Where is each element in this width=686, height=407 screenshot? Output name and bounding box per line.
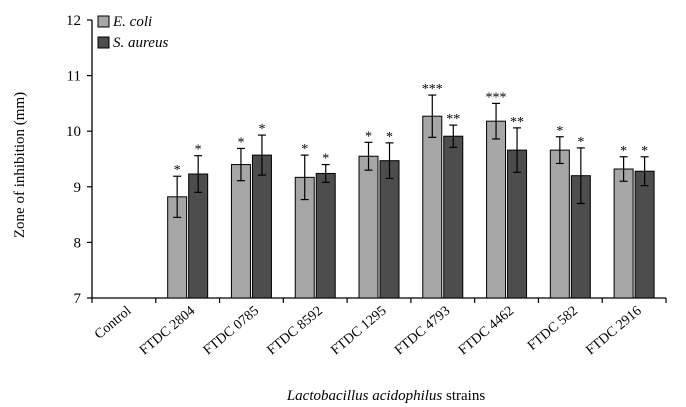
significance-marker: * [174,163,181,178]
x-axis-title: Lactobacillus acidophilus strains [286,388,485,404]
bar [315,172,336,299]
x-category-label: FTDC 4793 [392,304,453,359]
x-axis-title-species: Lactobacillus acidophilus [286,388,443,404]
x-category-label: FTDC 2804 [137,304,198,359]
significance-marker: * [620,144,627,159]
legend-label: S. aureus [113,35,168,51]
x-category-labels: Control FTDC 2804 FTDC 0785 FTDC 8592 FTDC 1… [92,304,645,359]
bars-group [167,115,655,299]
significance-marker: * [322,152,329,167]
x-category-label: FTDC 2916 [583,304,644,359]
y-axis-title: Zone of inhibition (mm) [12,92,28,238]
bar [358,155,379,299]
significance-marker: * [577,135,584,150]
x-category-label: FTDC 8592 [265,304,326,359]
y-tick-label: 11 [67,69,81,85]
y-tick-labels: 7 8 9 10 11 12 [66,13,82,307]
bar [251,154,272,299]
x-category-label: FTDC 0785 [201,304,262,359]
significance-marker: * [386,130,393,145]
x-category-label: FTDC 582 [525,304,581,354]
significance-marker: *** [422,82,443,97]
legend: E. coli S. aureus [97,14,168,51]
y-tick-label: 10 [66,124,81,140]
significance-marker: ** [510,115,524,130]
significance-marker: *** [486,90,507,105]
bar [634,170,655,299]
x-axis-title-suffix: strains [442,388,485,404]
x-category-label: FTDC 4462 [456,304,517,359]
significance-marker: * [258,122,265,137]
x-category-label: Control [92,304,134,343]
significance-marker: * [301,142,308,157]
bar [443,135,464,299]
bar [379,160,400,299]
legend-label: E. coli [112,14,152,30]
significance-marker: * [237,135,244,150]
significance-marker: * [556,124,563,139]
y-tick-label: 7 [74,291,82,307]
bar [549,149,570,299]
bar [613,168,634,299]
bar [486,120,507,299]
significance-marker: ** [446,112,460,127]
significance-markers: ** **************** **** [174,82,648,178]
legend-swatch [97,36,110,49]
legend-swatch [97,15,110,28]
significance-marker: * [641,144,648,159]
bar [230,164,251,299]
axes [87,19,667,303]
significance-marker: * [195,143,202,158]
error-bars-group [173,94,649,218]
y-tick-label: 8 [74,235,82,251]
significance-marker: * [365,129,372,144]
y-tick-label: 9 [74,180,82,196]
bar [422,115,443,299]
y-tick-label: 12 [66,13,81,29]
x-category-label: FTDC 1295 [328,304,389,359]
